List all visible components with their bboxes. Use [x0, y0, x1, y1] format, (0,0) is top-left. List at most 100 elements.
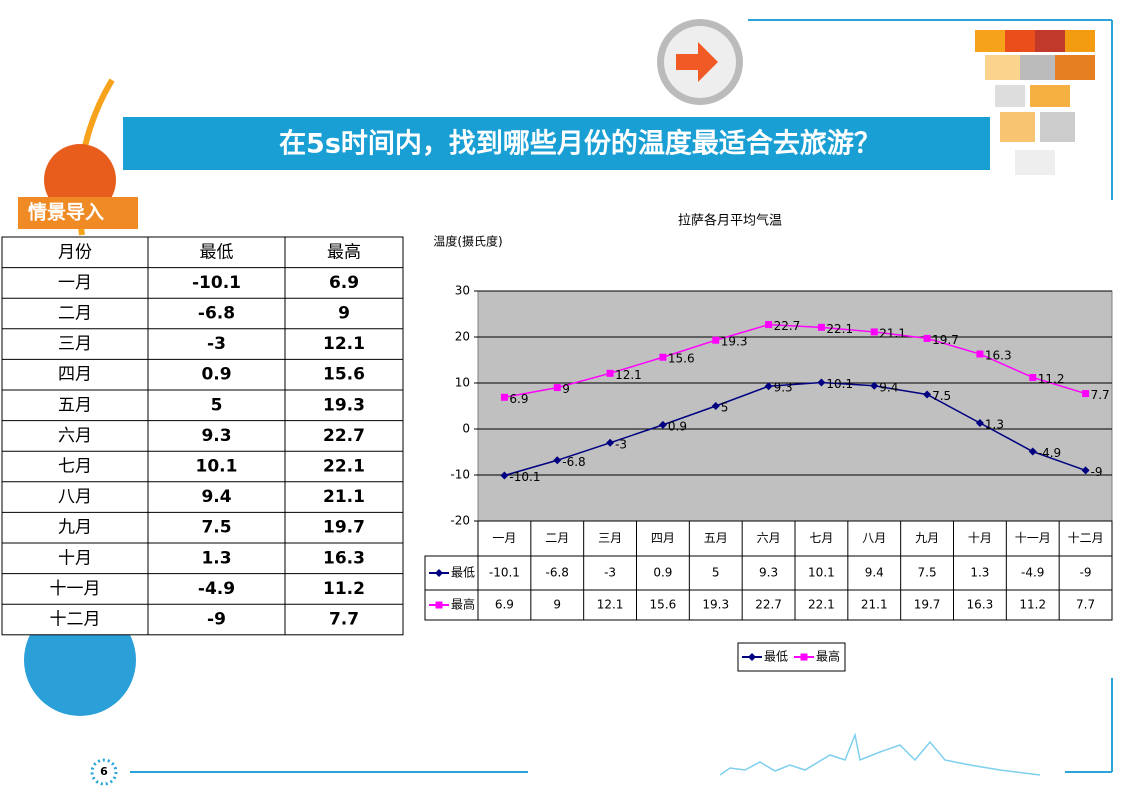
point: [500, 393, 508, 401]
data-table-value: 9.3: [759, 566, 778, 580]
table-value: -10.1: [192, 273, 241, 293]
x-tick-label: 四月: [651, 531, 675, 545]
data-table-value: -6.8: [546, 566, 569, 580]
x-tick-label: 二月: [545, 531, 569, 545]
table-value: 7.7: [329, 610, 359, 630]
data-table-value: 19.7: [914, 598, 941, 612]
section-tag: [18, 197, 138, 229]
data-table-value: 19.3: [702, 598, 729, 612]
x-tick-label: 五月: [704, 531, 728, 545]
data-table-value: 15.6: [650, 598, 677, 612]
table-frame: [1, 236, 404, 636]
data-label: 15.6: [668, 352, 695, 366]
legend-marker: [748, 653, 756, 661]
data-label: 5: [721, 401, 729, 415]
data-table-value: 16.3: [967, 598, 994, 612]
data-label: 0.9: [668, 419, 687, 433]
skyline: [719, 732, 1041, 776]
point: [765, 321, 773, 329]
table-value: 11.2: [323, 579, 365, 599]
point: [500, 471, 509, 480]
data-label: -10.1: [509, 470, 540, 484]
title-bar: [123, 117, 990, 170]
data-label: 19.3: [721, 335, 748, 349]
chart-title: 拉萨各月平均气温: [678, 213, 782, 229]
data-label: 9.3: [774, 381, 793, 395]
legend-label: 最低: [764, 650, 788, 664]
data-table-legend: [424, 555, 479, 621]
table-value: -9: [207, 610, 226, 630]
data-table-value: -4.9: [1021, 566, 1044, 580]
point: [870, 381, 879, 390]
data-label: 19.7: [932, 333, 959, 347]
point: [817, 323, 825, 331]
data-label: 9.4: [879, 380, 898, 394]
data-table-value: 9.4: [865, 566, 884, 580]
table-value: 1.3: [201, 548, 231, 568]
data-label: 16.3: [985, 349, 1012, 363]
data-table-series: 最低: [451, 566, 475, 580]
page-number: 6: [100, 765, 108, 778]
data-table-value: 22.7: [755, 598, 782, 612]
x-tick-label: 三月: [598, 531, 622, 545]
data-label: 10.1: [826, 377, 853, 391]
data-label: 7.7: [1091, 388, 1110, 402]
x-tick-label: 十月: [968, 531, 992, 545]
data-label: 7.5: [932, 389, 951, 403]
data-label: 9: [562, 382, 570, 396]
x-tick-label: 六月: [757, 531, 781, 545]
table-header: 最高: [327, 242, 361, 262]
page-badge: [90, 758, 118, 786]
table-value: 5: [211, 395, 223, 415]
point: [711, 402, 720, 410]
data-table-value: 6.9: [495, 598, 514, 612]
table-value: -3: [207, 334, 226, 354]
table-value: 6.9: [329, 273, 359, 293]
data-label: 11.2: [1038, 372, 1065, 386]
point: [658, 420, 667, 429]
x-tick-label: 七月: [809, 531, 833, 545]
table-month: 一月: [58, 273, 92, 293]
point: [712, 336, 720, 344]
data-table-value: 0.9: [653, 566, 672, 580]
table-value: 21.1: [323, 487, 365, 507]
data-table-value: 12.1: [597, 598, 624, 612]
data-table-value: 21.1: [861, 598, 888, 612]
data-label: -3: [615, 437, 627, 451]
point: [1028, 447, 1037, 456]
legend-marker: [435, 601, 443, 609]
data-table-value: 10.1: [808, 566, 835, 580]
data-label: 12.1: [615, 368, 642, 382]
point: [870, 328, 878, 336]
point: [976, 350, 984, 358]
x-tick-label: 十一月: [1015, 531, 1051, 545]
data-label: 6.9: [509, 392, 528, 406]
plot-area: [477, 290, 1113, 522]
y-tick-label: 10: [455, 376, 470, 390]
point: [606, 369, 614, 377]
table-value: 15.6: [323, 365, 365, 385]
x-tick-label: 八月: [862, 531, 886, 545]
y-tick-label: 30: [455, 284, 470, 298]
point: [975, 419, 984, 428]
table-month: 十一月: [50, 579, 101, 599]
data-table-value: 22.1: [808, 598, 835, 612]
y-axis-label: 温度(摄氏度): [433, 234, 502, 249]
point: [553, 384, 561, 392]
table-value: 22.1: [323, 457, 365, 477]
table-value: 22.7: [323, 426, 365, 446]
table-value: 9: [338, 304, 350, 324]
data-table-value: -9: [1080, 566, 1092, 580]
data-table-series: 最高: [451, 597, 475, 612]
point: [1082, 390, 1090, 398]
point: [764, 382, 773, 391]
table-month: 二月: [58, 304, 92, 324]
table-value: 19.3: [323, 395, 365, 415]
table-month: 十月: [58, 548, 92, 568]
point: [817, 378, 826, 387]
point: [923, 390, 932, 399]
data-label: -6.8: [562, 455, 585, 469]
data-table-value: 1.3: [970, 566, 989, 580]
x-tick-label: 九月: [915, 531, 939, 545]
